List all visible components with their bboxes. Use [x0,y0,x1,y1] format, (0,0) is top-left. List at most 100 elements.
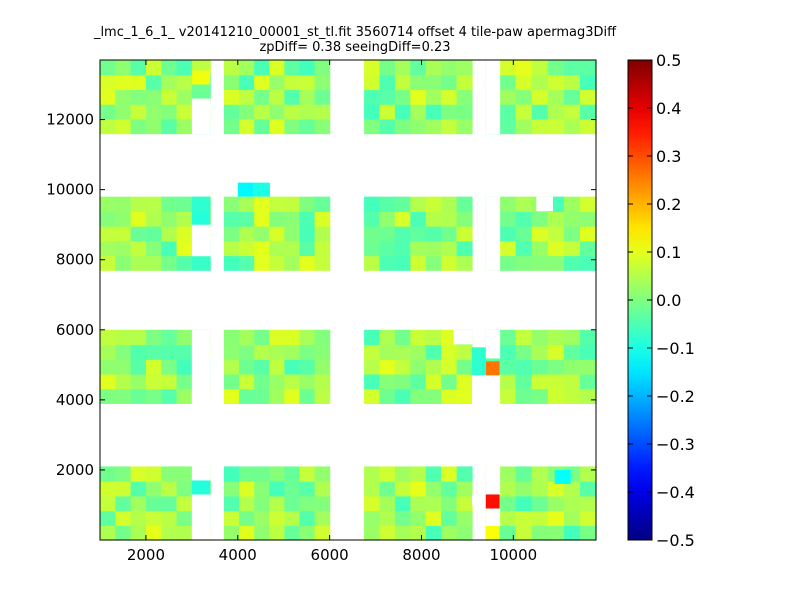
heatmap-cell [299,344,316,360]
heatmap-cell [456,104,473,120]
heatmap-cell [284,74,301,91]
heatmap-cell [379,481,396,497]
heatmap-cell [254,388,270,404]
heatmap-cell [547,344,565,360]
heatmap-empty-cell [472,494,487,506]
heatmap-cell [441,211,458,227]
heatmap-cell [299,495,316,512]
heatmap-cell [254,211,270,227]
heatmap-cell [161,60,178,76]
heatmap-cell [254,255,270,271]
heatmap-outlier-cell [191,256,211,271]
heatmap-cell [269,344,285,360]
heatmap-outlier-cell [554,469,571,484]
heatmap-cell [547,373,565,390]
heatmap-cell [239,74,255,91]
heatmap-cell [161,196,178,212]
heatmap-cell [239,60,255,76]
heatmap-cell [425,359,442,375]
heatmap-cell [456,226,473,242]
chart-title-line-1: _lmc_1_6_1_ v20141210_00001_st_tl.fit 35… [93,25,617,40]
heatmap-cell [145,373,162,390]
heatmap-cell [394,329,411,346]
heatmap-cell [269,211,285,227]
heatmap-outlier-cell [191,210,211,225]
heatmap-empty-cell [191,98,211,135]
heatmap-cell [579,359,597,375]
heatmap-cell [284,211,301,227]
heatmap-cell [115,60,132,76]
heatmap-cell [425,329,442,346]
heatmap-cell [425,89,442,105]
heatmap-cell [441,359,458,375]
heatmap-cell [425,240,442,257]
heatmap-cell [364,255,381,271]
heatmap-cell [239,89,255,105]
heatmap-cell [425,388,442,404]
heatmap-cell [130,481,147,497]
heatmap-cell [579,510,597,526]
heatmap-cell [394,74,411,91]
heatmap-cell [176,373,193,390]
heatmap-cell [579,466,597,482]
heatmap-cell [224,211,240,227]
heatmap-cell [547,118,565,135]
heatmap-empty-cell [536,196,553,212]
heatmap-cell [130,344,147,360]
heatmap-cell [379,344,396,360]
heatmap-cell [456,495,473,512]
heatmap-cell [515,481,533,497]
heatmap-cell [364,329,381,346]
heatmap-cell [499,226,517,242]
heatmap-cell [579,60,597,76]
heatmap-cell [394,373,411,390]
heatmap-cell [269,388,285,404]
heatmap-cell [563,344,581,360]
heatmap-cell [547,495,565,512]
heatmap-cell [130,74,147,91]
heatmap-cell [100,388,116,404]
heatmap-cell [547,388,565,404]
heatmap-cell [161,510,178,526]
heatmap-cell [145,525,162,541]
heatmap-cell [314,74,331,91]
heatmap-cell [515,196,533,212]
plot-frame [99,59,597,541]
heatmap-cell [239,510,255,526]
heatmap-cell [284,344,301,360]
heatmap-outlier-cell [485,494,500,509]
heatmap-cell [394,118,411,135]
heatmap-cell [254,481,270,497]
heatmap-cell [176,329,193,346]
heatmap-cell [299,74,316,91]
heatmap-cell [284,510,301,526]
heatmap-cell [115,118,132,135]
heatmap-cell [269,226,285,242]
heatmap-cell [130,495,147,512]
x-tick-label: 10000 [489,546,537,564]
heatmap-cell [100,373,116,390]
heatmap-cell [456,89,473,105]
heatmap-cell [314,344,331,360]
y-tick-label: 4000 [56,391,94,409]
heatmap-cell [531,211,549,227]
heatmap-cell [456,196,473,212]
heatmap-cell [379,60,396,76]
heatmap-cell [145,74,162,91]
heatmap-cell [161,89,178,105]
heatmap-cell [394,481,411,497]
heatmap-outlier-cell [191,84,211,99]
heatmap-cell [394,226,411,242]
heatmap-cell [547,74,565,91]
heatmap-cell [314,510,331,526]
heatmap-cell [499,525,517,541]
heatmap-cell [161,466,178,482]
heatmap-cell [115,481,132,497]
heatmap-cell [145,329,162,346]
heatmap-cell [364,495,381,512]
heatmap-cell [515,495,533,512]
heatmap-cell [145,495,162,512]
heatmap-cell [284,495,301,512]
heatmap-cell [299,226,316,242]
